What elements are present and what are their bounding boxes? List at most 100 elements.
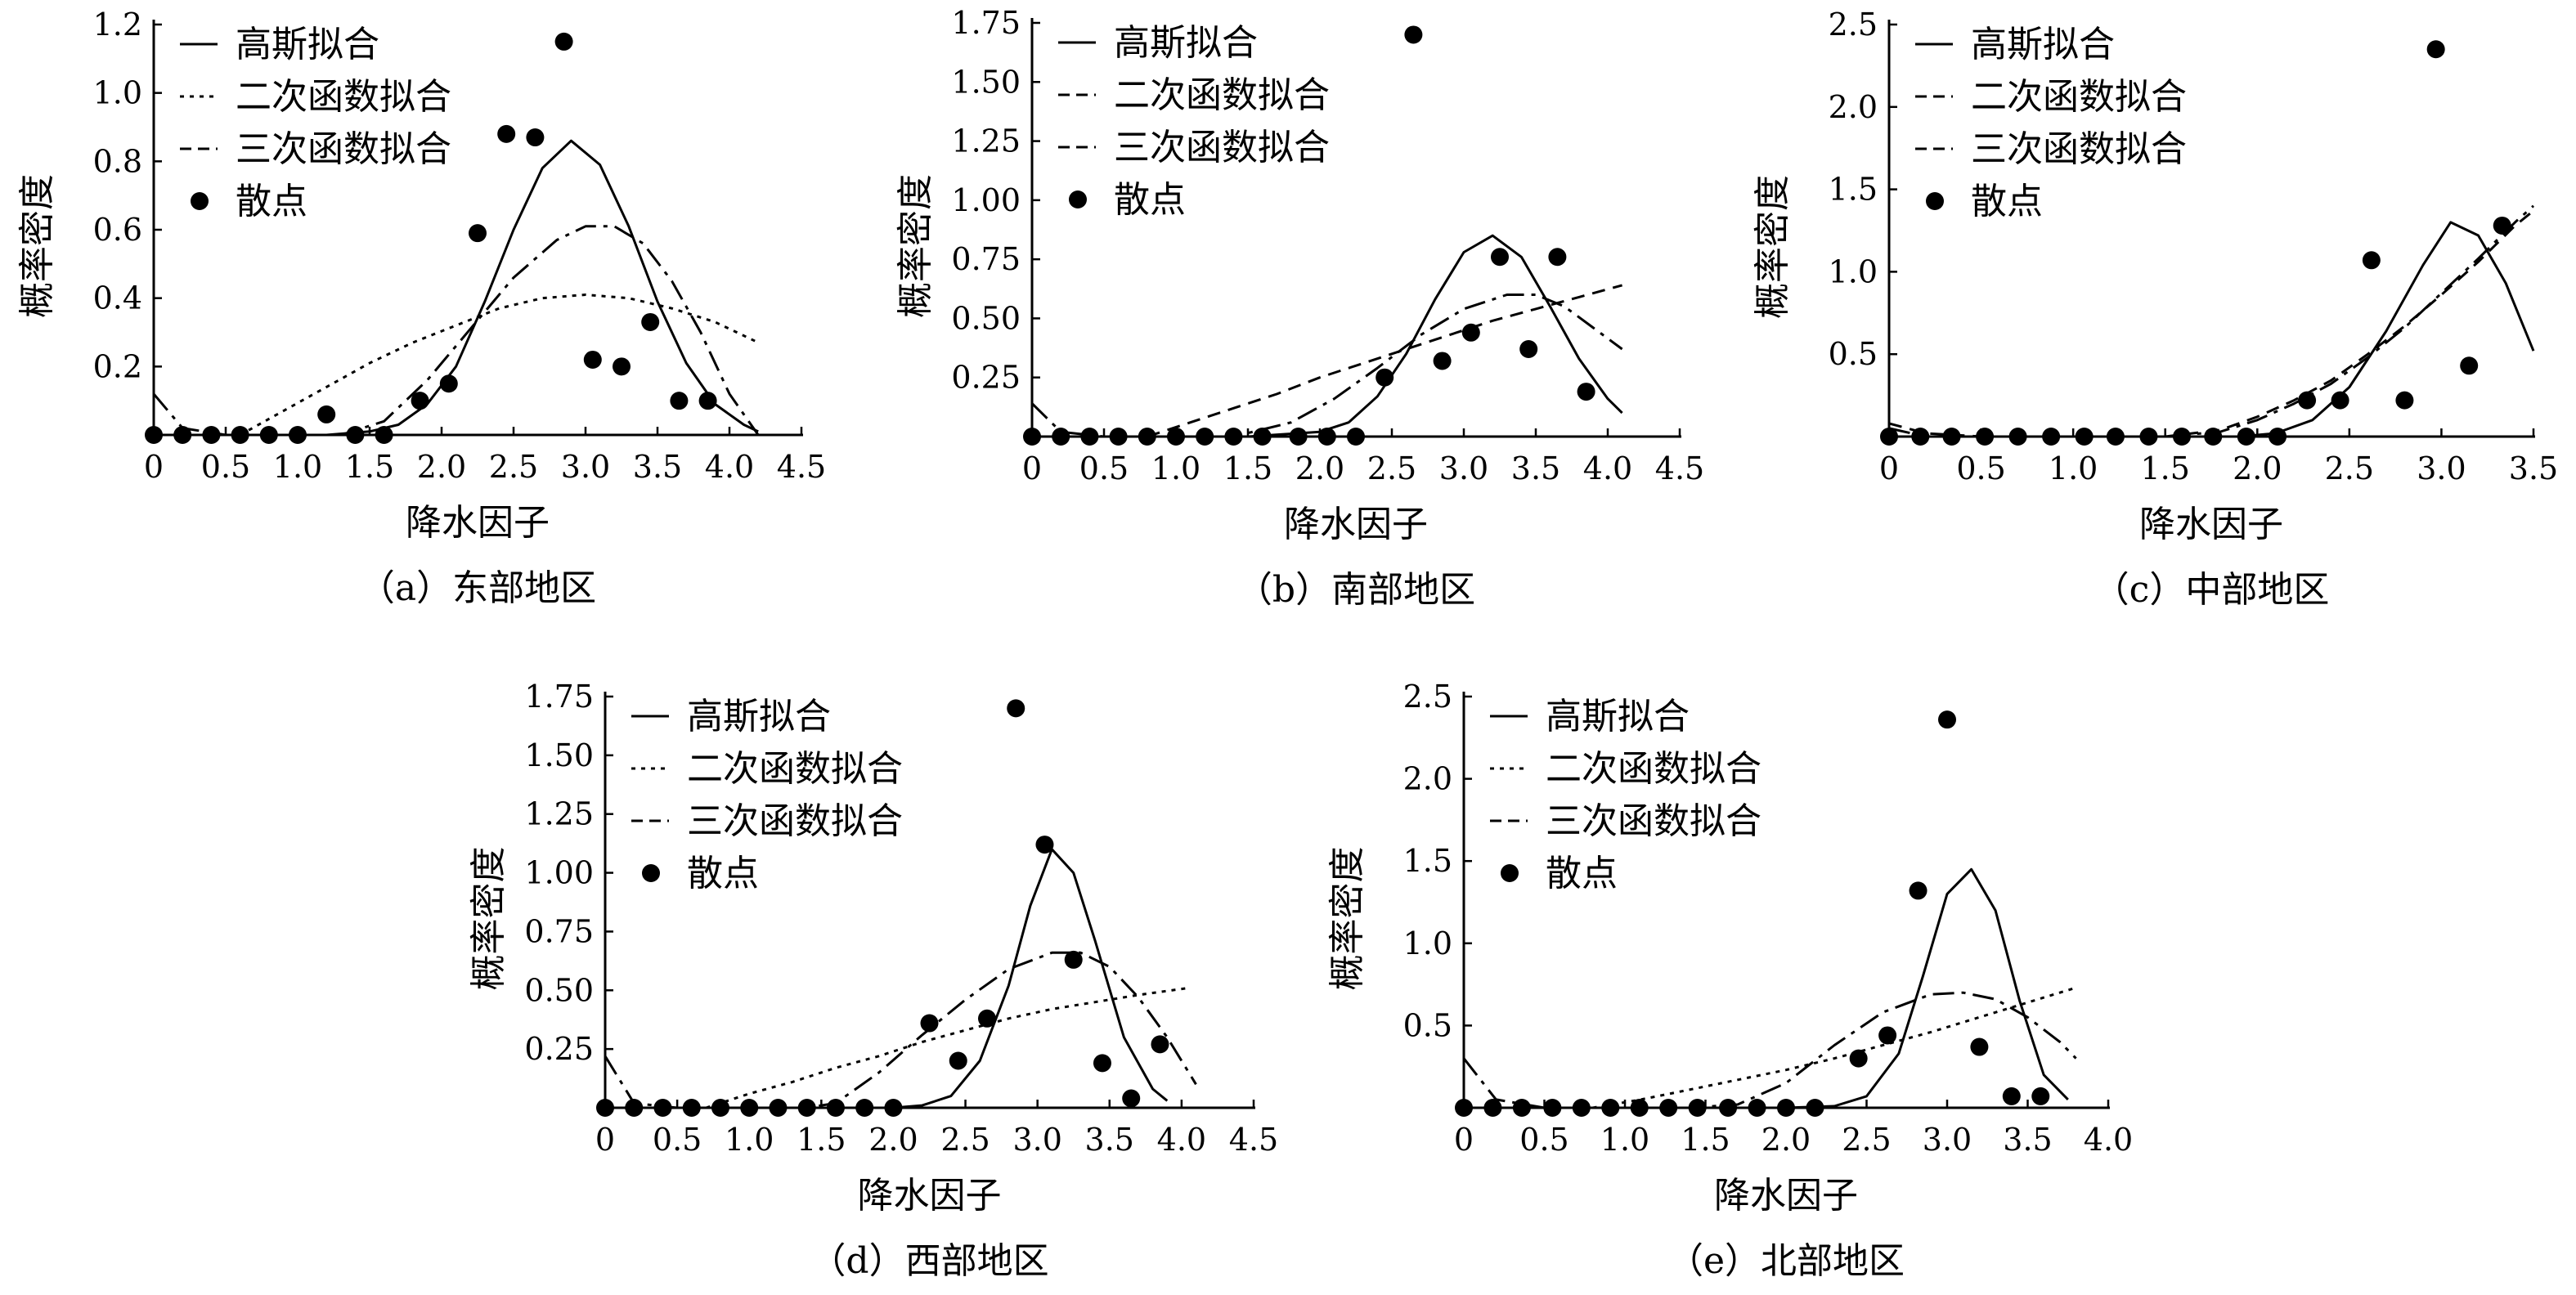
scatter-point [977, 1009, 996, 1028]
scatter-point [1543, 1099, 1562, 1117]
scatter-point [1849, 1049, 1868, 1068]
scatter-point [469, 224, 487, 243]
legend-marker [1926, 192, 1944, 210]
y-tick-label: 1.0 [1403, 925, 1452, 961]
fit-curve-1 [239, 294, 759, 437]
y-tick-label: 1.25 [524, 796, 594, 832]
x-tick-label: 0.5 [1519, 1122, 1568, 1158]
y-tick-label: 1.00 [951, 182, 1021, 218]
y-tick-label: 2.0 [1403, 761, 1452, 797]
scatter-point [583, 350, 602, 369]
x-tick-label: 2.0 [868, 1122, 918, 1158]
scatter-point [1224, 428, 1243, 446]
y-tick-label: 0.8 [93, 143, 142, 179]
x-tick-label: 1.5 [1223, 450, 1272, 486]
fit-curve-0 [1464, 867, 2069, 1109]
y-tick-label: 0.75 [524, 913, 594, 949]
legend-label: 三次函数拟合 [1546, 800, 1761, 842]
scatter-point [698, 392, 717, 410]
scatter-point [231, 426, 249, 444]
scatter-point [1572, 1099, 1591, 1117]
x-tick-label: 3.5 [1511, 450, 1560, 486]
scatter-point [1433, 352, 1452, 370]
legend-label: 二次函数拟合 [1971, 76, 2187, 118]
x-tick-label: 0.5 [1079, 450, 1129, 486]
scatter-point [670, 392, 689, 410]
scatter-point [1719, 1099, 1738, 1117]
scatter-point [1064, 950, 1083, 969]
x-tick-label: 3.5 [633, 449, 682, 485]
scatter-point [2395, 391, 2414, 410]
x-tick-label: 4.0 [705, 449, 754, 485]
subplot-4: 0 0.5 1.0 1.5 2.0 2.5 3.0 3.5 4.0 0.5 1.0 1.5 2.0 2.5… [1326, 679, 2133, 1282]
scatter-point [173, 426, 192, 444]
subplot-caption: （d）西部地区 [810, 1240, 1048, 1282]
scatter-point [497, 124, 516, 143]
scatter-point [1777, 1099, 1795, 1117]
scatter-point [317, 405, 336, 423]
scatter-point [1911, 428, 1930, 446]
x-tick-label: 2.5 [940, 1122, 990, 1158]
scatter-point [711, 1099, 729, 1117]
scatter-point [375, 426, 393, 444]
x-tick-label: 1.0 [725, 1122, 774, 1158]
x-tick-label: 1.5 [1681, 1122, 1730, 1158]
scatter-point [1483, 1099, 1502, 1117]
x-axis-title: 降水因子 [1714, 1175, 1858, 1217]
y-tick-label: 0.25 [951, 360, 1021, 396]
x-tick-label: 4.0 [1583, 450, 1632, 486]
legend-label: 散点 [687, 853, 759, 894]
fit-curve-2 [1462, 991, 2077, 1109]
x-tick-label: 3.5 [1085, 1122, 1134, 1158]
y-tick-label: 1.0 [1829, 253, 1878, 289]
scatter-point [2269, 428, 2287, 446]
scatter-point [1138, 428, 1156, 446]
scatter-point [526, 128, 545, 147]
scatter-point [1630, 1099, 1649, 1117]
y-tick-label: 1.50 [951, 64, 1021, 100]
legend-label: 高斯拟合 [236, 24, 379, 65]
scatter-point [797, 1099, 816, 1117]
legend-label: 三次函数拟合 [1114, 127, 1330, 168]
scatter-point [1688, 1099, 1707, 1117]
fit-curve-1 [1147, 284, 1622, 438]
y-tick-label: 0.75 [951, 241, 1021, 277]
scatter-point [1748, 1099, 1766, 1117]
legend-label: 散点 [1114, 179, 1186, 221]
scatter-point [2139, 428, 2158, 446]
legend-label: 高斯拟合 [1971, 24, 2115, 65]
fit-curve-2 [1888, 204, 2534, 438]
scatter-point [2426, 40, 2445, 59]
y-tick-label: 1.75 [951, 5, 1021, 41]
scatter-point [653, 1099, 672, 1117]
scatter-point [1289, 428, 1308, 446]
scatter-point [740, 1099, 759, 1117]
x-axis-title: 降水因子 [2139, 504, 2283, 545]
subplot-3: 0 0.5 1.0 1.5 2.0 2.5 3.0 3.5 4.0 4.5 0.25 0.50 0.75… [468, 679, 1278, 1282]
scatter-point [2493, 216, 2511, 235]
scatter-point [1317, 428, 1336, 446]
subplot-caption: （a）东部地区 [359, 567, 596, 609]
scatter-point [920, 1014, 939, 1033]
x-tick-label: 2.5 [2325, 450, 2374, 486]
scatter-point [2204, 428, 2223, 446]
y-tick-label: 0.4 [93, 280, 142, 316]
legend-label: 散点 [1971, 181, 2043, 222]
legend-label: 散点 [1546, 853, 1618, 894]
x-tick-label: 1.5 [2140, 450, 2189, 486]
x-tick-label: 2.5 [1842, 1122, 1891, 1158]
scatter-point [1253, 428, 1272, 446]
scatter-point [1577, 383, 1595, 401]
scatter-point [2298, 391, 2317, 410]
legend-marker [191, 192, 209, 210]
x-tick-label: 3.0 [1439, 450, 1488, 486]
x-tick-label: 3.0 [561, 449, 610, 485]
x-tick-label: 0 [1454, 1122, 1474, 1158]
x-tick-label: 4.0 [1157, 1122, 1206, 1158]
x-tick-label: 0.5 [1956, 450, 2005, 486]
scatter-point [2031, 1087, 2050, 1105]
x-tick-label: 1.5 [345, 449, 394, 485]
legend-label: 二次函数拟合 [236, 76, 451, 118]
y-tick-label: 1.00 [524, 855, 594, 891]
y-tick-label: 1.5 [1829, 172, 1878, 208]
